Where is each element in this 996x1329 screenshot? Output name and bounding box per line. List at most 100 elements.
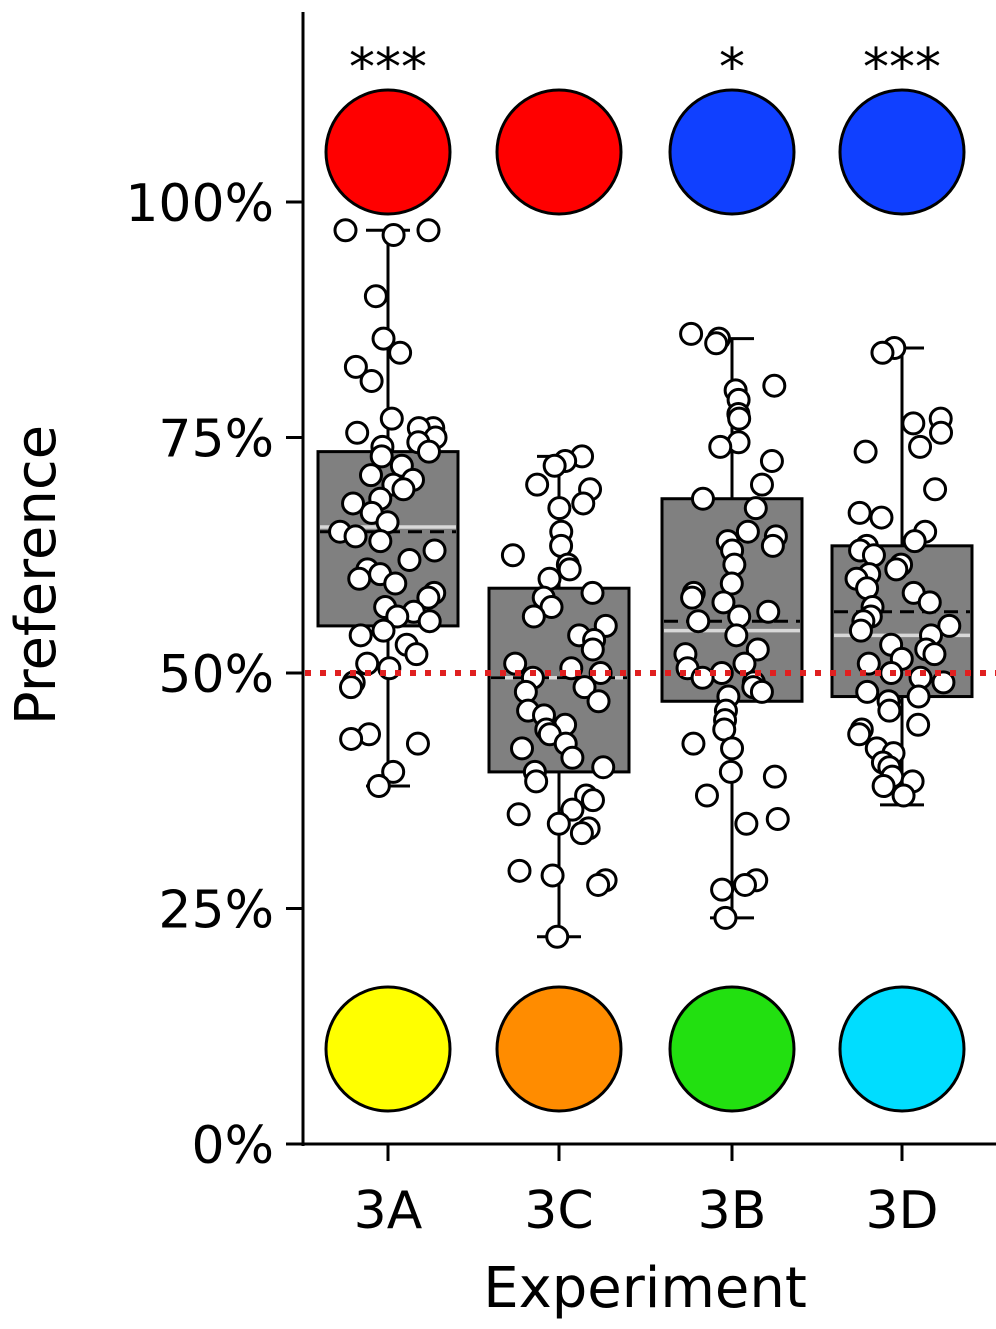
- data-point: [762, 373, 787, 398]
- bottom-stimulus-circle: [495, 985, 623, 1113]
- data-point: [711, 590, 736, 615]
- data-point: [743, 496, 768, 521]
- data-point: [358, 463, 383, 488]
- data-point: [560, 797, 585, 822]
- data-point: [542, 453, 567, 478]
- data-point: [388, 340, 413, 365]
- data-point: [847, 500, 872, 525]
- data-point: [371, 618, 396, 643]
- data-point: [710, 877, 735, 902]
- data-point: [509, 736, 534, 761]
- data-point: [572, 675, 597, 700]
- data-point: [877, 698, 902, 723]
- data-point: [416, 439, 441, 464]
- box-group-3d: [830, 336, 974, 808]
- data-point: [571, 491, 596, 516]
- data-point: [385, 604, 410, 629]
- data-point: [416, 218, 441, 243]
- data-point: [760, 533, 785, 558]
- top-stimulus-circle: [324, 88, 452, 216]
- x-tick-label: 3C: [524, 1181, 593, 1241]
- data-point: [884, 557, 909, 582]
- data-point: [343, 354, 368, 379]
- y-tick-label: 25%: [158, 881, 274, 941]
- data-point: [545, 924, 570, 949]
- data-point: [580, 788, 605, 813]
- x-axis-ticks: 3A 3C 3B 3D: [354, 1144, 939, 1241]
- data-point: [347, 566, 372, 591]
- data-point: [341, 491, 366, 516]
- data-point: [694, 783, 719, 808]
- data-point: [371, 326, 396, 351]
- data-point: [343, 524, 368, 549]
- data-point: [506, 802, 531, 827]
- data-point: [339, 726, 364, 751]
- top-stimulus-circle: [668, 88, 796, 216]
- data-point: [680, 585, 705, 610]
- data-point: [507, 858, 532, 883]
- data-point: [931, 670, 956, 695]
- data-point: [525, 472, 550, 497]
- box-group-3c: [487, 444, 631, 949]
- y-tick-label: 75%: [158, 410, 274, 470]
- data-point: [908, 434, 933, 459]
- data-point: [500, 543, 525, 568]
- data-point: [547, 496, 572, 521]
- data-point: [922, 642, 947, 667]
- data-point: [404, 642, 429, 667]
- data-point: [765, 807, 790, 832]
- data-point: [580, 580, 605, 605]
- data-point: [727, 406, 752, 431]
- data-point: [397, 547, 422, 572]
- data-point: [855, 679, 880, 704]
- data-point: [906, 684, 931, 709]
- data-point: [524, 769, 549, 794]
- data-point: [557, 557, 582, 582]
- data-point: [708, 434, 733, 459]
- data-point: [586, 689, 611, 714]
- data-point: [856, 651, 881, 676]
- data-point: [381, 759, 406, 784]
- significance-label: *: [719, 38, 745, 98]
- data-point: [929, 420, 954, 445]
- data-point: [891, 783, 916, 808]
- data-point: [345, 420, 370, 445]
- y-axis-title: Preference: [4, 425, 69, 725]
- data-point: [521, 604, 546, 629]
- x-tick-label: 3A: [354, 1181, 423, 1241]
- data-point: [869, 505, 894, 530]
- data-point: [902, 529, 927, 554]
- data-point: [338, 675, 363, 700]
- data-point: [383, 571, 408, 596]
- data-point: [870, 340, 895, 365]
- data-point: [381, 222, 406, 247]
- x-tick-label: 3D: [865, 1181, 938, 1241]
- data-point: [762, 764, 787, 789]
- data-point: [391, 477, 416, 502]
- data-point: [871, 774, 896, 799]
- data-point: [734, 811, 759, 836]
- data-point: [901, 411, 926, 436]
- data-point: [759, 449, 784, 474]
- data-point: [724, 623, 749, 648]
- data-point: [369, 444, 394, 469]
- data-point: [735, 519, 760, 544]
- y-tick-label: 100%: [125, 174, 274, 234]
- data-point: [546, 811, 571, 836]
- data-point: [368, 529, 393, 554]
- data-point: [569, 821, 594, 846]
- data-point: [713, 905, 738, 930]
- bottom-stimulus-circle: [668, 985, 796, 1113]
- data-point: [422, 538, 447, 563]
- data-point: [366, 774, 391, 799]
- data-point: [906, 712, 931, 737]
- data-point: [679, 321, 704, 346]
- data-point: [749, 679, 774, 704]
- data-point: [686, 609, 711, 634]
- data-point: [937, 613, 962, 638]
- data-point: [847, 722, 872, 747]
- data-point: [718, 759, 743, 784]
- top-stimulus-circle: [838, 88, 966, 216]
- data-point: [359, 368, 384, 393]
